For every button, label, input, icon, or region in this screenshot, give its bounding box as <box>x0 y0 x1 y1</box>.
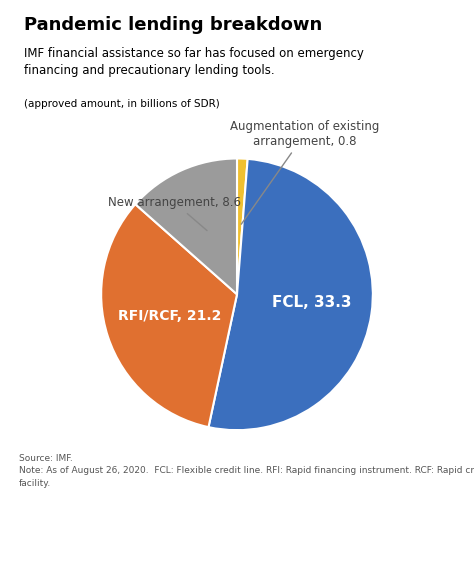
Text: (approved amount, in billions of SDR): (approved amount, in billions of SDR) <box>24 100 219 109</box>
Wedge shape <box>209 159 373 430</box>
Wedge shape <box>237 158 248 294</box>
Text: RFI/RCF, 21.2: RFI/RCF, 21.2 <box>118 310 221 323</box>
Wedge shape <box>101 204 237 427</box>
Text: Pandemic lending breakdown: Pandemic lending breakdown <box>24 16 322 34</box>
Text: New arrangement, 8.6: New arrangement, 8.6 <box>108 196 241 230</box>
Text: FCL, 33.3: FCL, 33.3 <box>272 295 351 310</box>
Wedge shape <box>136 158 237 294</box>
Text: INTERNATIONAL MONETARY FUND: INTERNATIONAL MONETARY FUND <box>124 538 350 551</box>
Text: Source: IMF.
Note: As of August 26, 2020.  FCL: Flexible credit line. RFI: Rapid: Source: IMF. Note: As of August 26, 2020… <box>19 454 474 488</box>
Text: IMF financial assistance so far has focused on emergency
financing and precautio: IMF financial assistance so far has focu… <box>24 47 364 77</box>
Text: Augmentation of existing
arrangement, 0.8: Augmentation of existing arrangement, 0.… <box>230 120 380 224</box>
